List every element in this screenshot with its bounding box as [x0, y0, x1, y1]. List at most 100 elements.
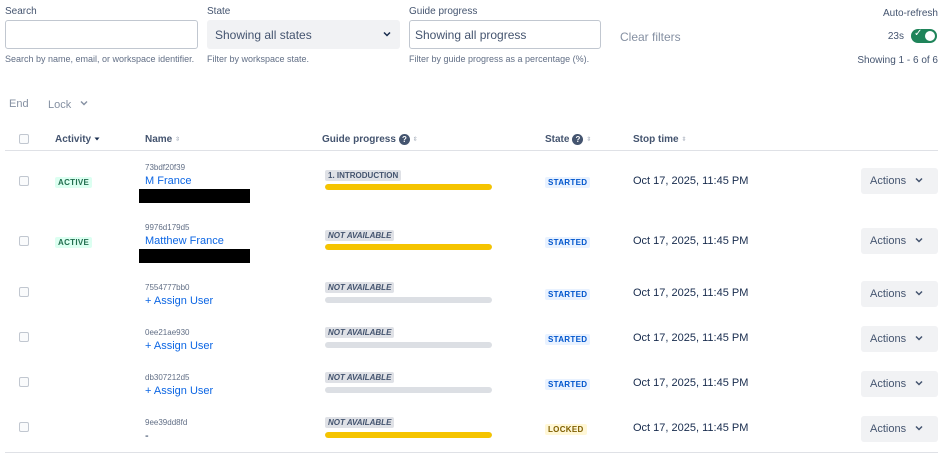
state-select-value: Showing all states: [215, 27, 312, 42]
lock-dropdown[interactable]: Lock: [48, 98, 89, 111]
row-checkbox[interactable]: [19, 236, 29, 246]
guide-progress-bar: [325, 342, 492, 348]
row-checkbox[interactable]: [19, 422, 29, 432]
sort-icon: ⇳: [681, 137, 687, 143]
guide-progress-bar: [325, 387, 492, 393]
redacted-email: [139, 189, 250, 203]
actions-button[interactable]: Actions: [861, 416, 938, 442]
table-row: db307212d5 + Assign User NOT AVAILABLE S…: [0, 362, 949, 407]
search-input[interactable]: [5, 20, 198, 49]
guide-progress-bar: [325, 184, 492, 190]
guide-progress-bar: [325, 244, 492, 250]
user-name-link[interactable]: M France: [145, 175, 192, 187]
actions-button[interactable]: Actions: [861, 326, 938, 352]
sort-icon: ⇳: [412, 137, 418, 143]
progress-fill: [325, 244, 492, 250]
guide-progress-label: Guide progress: [409, 6, 478, 17]
state-badge: STARTED: [545, 379, 591, 390]
toggle-knob: [925, 31, 935, 41]
column-header-name[interactable]: Name ⇳: [145, 134, 180, 145]
table-row: ACTIVE 73bdf20f39 M France 1. INTRODUCTI…: [0, 152, 949, 212]
question-icon[interactable]: ?: [398, 134, 410, 145]
stop-time: Oct 17, 2025, 11:45 PM: [633, 175, 749, 187]
stop-time: Oct 17, 2025, 11:45 PM: [633, 377, 749, 389]
state-badge: LOCKED: [545, 424, 587, 435]
chevron-down-icon: [914, 235, 924, 247]
row-checkbox[interactable]: [19, 377, 29, 387]
guide-step-label: 1. INTRODUCTION: [325, 170, 402, 181]
sort-icon: ⇳: [175, 137, 181, 143]
guide-step-label: NOT AVAILABLE: [325, 282, 395, 293]
auto-refresh-label: Auto-refresh: [882, 8, 938, 19]
table-row: ACTIVE 9976d179d5 Matthew France NOT AVA…: [0, 212, 949, 272]
header-divider: [5, 150, 938, 151]
row-checkbox[interactable]: [19, 332, 29, 342]
workspace-id: 9ee39dd8fd: [145, 418, 188, 427]
actions-button[interactable]: Actions: [861, 168, 938, 194]
table-bottom-divider: [5, 452, 938, 453]
check-icon: ✓: [914, 28, 923, 39]
table-row: 0ee21ae930 + Assign User NOT AVAILABLE S…: [0, 317, 949, 362]
column-name-label: Name: [145, 134, 173, 145]
column-stop-time-label: Stop time: [633, 134, 679, 145]
progress-fill: [325, 432, 492, 438]
column-header-state[interactable]: State ? ⇳: [545, 134, 591, 145]
column-header-guide-progress[interactable]: Guide progress ? ⇳: [322, 134, 418, 145]
actions-label: Actions: [870, 235, 907, 247]
auto-refresh-toggle[interactable]: ✓: [911, 28, 937, 43]
actions-label: Actions: [870, 288, 907, 300]
chevron-down-icon: [914, 378, 924, 390]
stop-time: Oct 17, 2025, 11:45 PM: [633, 235, 749, 247]
chevron-down-icon: [914, 333, 924, 345]
state-label: State: [207, 6, 231, 17]
guide-progress-value: Showing all progress: [415, 27, 527, 42]
search-label: Search: [5, 6, 37, 17]
actions-label: Actions: [870, 175, 907, 187]
guide-progress-help: Filter by guide progress as a percentage…: [409, 54, 590, 64]
workspace-id: 0ee21ae930: [145, 328, 190, 337]
row-checkbox[interactable]: [19, 287, 29, 297]
actions-button[interactable]: Actions: [861, 371, 938, 397]
guide-step-label: NOT AVAILABLE: [325, 230, 395, 241]
column-guide-progress-label: Guide progress: [322, 134, 396, 145]
guide-progress-bar: [325, 297, 492, 303]
state-help: Filter by workspace state.: [207, 54, 310, 64]
actions-label: Actions: [870, 333, 907, 345]
guide-step-label: NOT AVAILABLE: [325, 372, 395, 383]
activity-badge: ACTIVE: [55, 237, 93, 248]
state-badge: STARTED: [545, 289, 591, 300]
assign-user-link[interactable]: + Assign User: [145, 385, 214, 397]
activity-badge: ACTIVE: [55, 177, 93, 188]
progress-fill: [325, 184, 492, 190]
select-all-checkbox[interactable]: [19, 134, 29, 144]
actions-button[interactable]: Actions: [861, 228, 938, 254]
state-select[interactable]: Showing all states: [207, 20, 400, 49]
chevron-down-icon: [382, 28, 392, 42]
guide-progress-input[interactable]: Showing all progress: [409, 20, 601, 49]
workspace-id: 73bdf20f39: [145, 163, 186, 172]
sort-desc-icon: [94, 134, 100, 145]
actions-button[interactable]: Actions: [861, 281, 938, 307]
clear-filters-button[interactable]: Clear filters: [620, 30, 681, 44]
column-activity-label: Activity: [55, 134, 92, 145]
state-badge: STARTED: [545, 334, 591, 345]
table-row: 9ee39dd8fd - NOT AVAILABLE LOCKED Oct 17…: [0, 407, 949, 452]
column-header-stop-time[interactable]: Stop time ⇳: [633, 134, 687, 145]
assign-user-link[interactable]: + Assign User: [145, 295, 214, 307]
user-name-link[interactable]: Matthew France: [145, 235, 224, 247]
column-header-activity[interactable]: Activity: [55, 134, 100, 145]
assign-user-link[interactable]: + Assign User: [145, 340, 214, 352]
question-icon[interactable]: ?: [572, 134, 584, 145]
chevron-down-icon: [79, 98, 89, 111]
workspace-id: db307212d5: [145, 373, 190, 382]
end-button[interactable]: End: [9, 98, 29, 110]
refresh-countdown: 23s: [887, 31, 904, 42]
stop-time: Oct 17, 2025, 11:45 PM: [633, 287, 749, 299]
lock-label: Lock: [48, 98, 72, 111]
chevron-down-icon: [914, 175, 924, 187]
stop-time: Oct 17, 2025, 11:45 PM: [633, 332, 749, 344]
row-checkbox[interactable]: [19, 176, 29, 186]
workspace-id: 7554777bb0: [145, 283, 190, 292]
guide-step-label: NOT AVAILABLE: [325, 417, 395, 428]
state-badge: STARTED: [545, 237, 591, 248]
